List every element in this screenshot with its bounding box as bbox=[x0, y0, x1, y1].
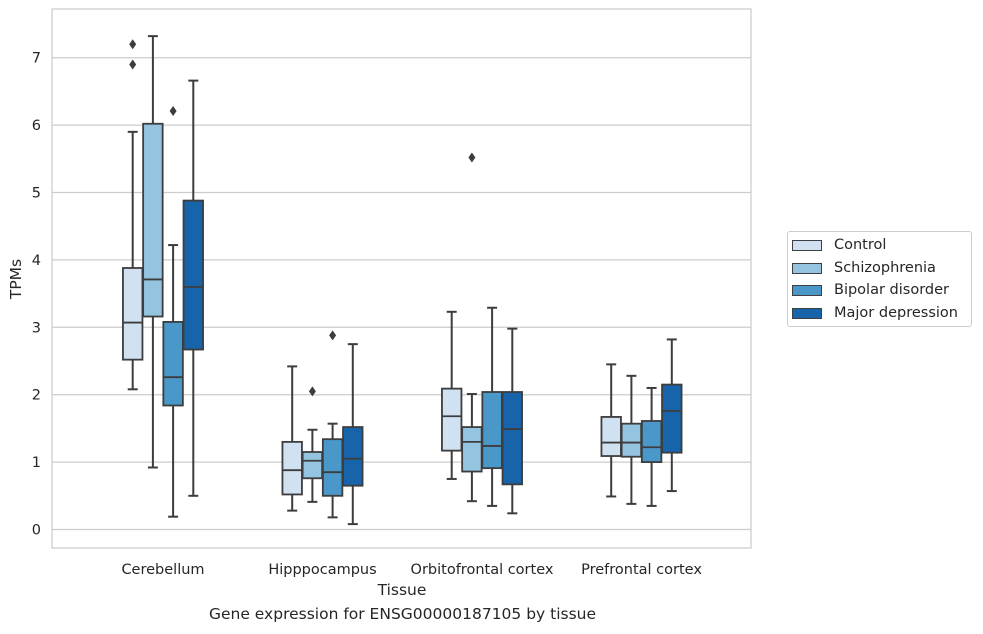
legend-label: Major depression bbox=[834, 305, 958, 321]
box-0-0 bbox=[122, 39, 144, 391]
legend-label: Control bbox=[834, 237, 887, 253]
legend-swatch-major-depression bbox=[792, 307, 822, 319]
legend-label: Schizophrenia bbox=[834, 260, 936, 276]
box-3-3 bbox=[661, 338, 683, 493]
box-groups bbox=[122, 35, 683, 526]
y-tick-label: 4 bbox=[32, 253, 41, 269]
outlier-marker bbox=[329, 330, 337, 341]
chart-caption: Gene expression for ENSG00000187105 by t… bbox=[208, 605, 597, 623]
box-iqr bbox=[461, 426, 483, 473]
legend-item-schizophrenia: Schizophrenia bbox=[792, 258, 936, 278]
y-tick-label: 0 bbox=[32, 523, 41, 539]
y-tick-labels: 0 1 2 3 4 5 6 7 bbox=[32, 51, 41, 539]
y-tick-label: 6 bbox=[32, 118, 41, 134]
box-iqr bbox=[600, 416, 622, 457]
box-iqr bbox=[162, 321, 184, 407]
box-iqr bbox=[122, 267, 144, 361]
x-axis-label: Tissue bbox=[377, 581, 427, 599]
box-iqr bbox=[661, 383, 683, 454]
box-iqr bbox=[640, 420, 663, 463]
x-tick-label: Prefrontal cortex bbox=[581, 562, 702, 578]
box-iqr bbox=[281, 440, 303, 496]
box-iqr bbox=[620, 422, 643, 458]
legend-swatch-bipolar-disorder bbox=[792, 284, 822, 296]
x-tick-labels: Cerebellum Hipppocampus Orbitofrontal cort… bbox=[121, 562, 702, 578]
box-3-2 bbox=[501, 327, 523, 515]
x-tick-label: Cerebellum bbox=[121, 562, 204, 578]
y-tick-label: 5 bbox=[32, 186, 41, 202]
outlier-marker bbox=[308, 386, 316, 397]
box-iqr bbox=[182, 199, 204, 351]
box-2-3 bbox=[640, 386, 663, 507]
outlier-marker bbox=[468, 152, 476, 163]
legend-label: Bipolar disorder bbox=[834, 282, 949, 298]
box-2-1 bbox=[321, 330, 344, 519]
box-1-0 bbox=[142, 35, 164, 469]
x-tick-label: Hipppocampus bbox=[268, 562, 376, 578]
plot-area-frame bbox=[51, 8, 752, 549]
plot-area-background bbox=[52, 9, 751, 548]
box-3-1 bbox=[342, 343, 364, 526]
outlier-marker bbox=[129, 59, 137, 70]
y-tick-label: 3 bbox=[32, 320, 41, 336]
legend: Control Schizophrenia Bipolar disorder M… bbox=[787, 231, 972, 327]
box-0-2 bbox=[441, 310, 463, 480]
legend-swatch-control bbox=[792, 239, 822, 251]
outlier-marker bbox=[169, 105, 177, 116]
y-tick-label: 2 bbox=[32, 388, 41, 404]
box-0-1 bbox=[281, 365, 303, 512]
box-iqr bbox=[301, 451, 324, 480]
y-tick-label: 7 bbox=[32, 51, 41, 67]
legend-swatch-schizophrenia bbox=[792, 262, 822, 274]
x-tick-label: Orbitofrontal cortex bbox=[411, 562, 554, 578]
box-iqr bbox=[441, 387, 463, 452]
box-3-0 bbox=[182, 79, 204, 497]
legend-item-bipolar-disorder: Bipolar disorder bbox=[792, 280, 949, 300]
box-iqr bbox=[342, 426, 364, 487]
box-iqr bbox=[481, 391, 503, 470]
legend-item-major-depression: Major depression bbox=[792, 303, 958, 323]
y-tick-label: 1 bbox=[32, 455, 41, 471]
box-2-0 bbox=[162, 105, 184, 518]
box-iqr bbox=[142, 122, 164, 318]
box-0-3 bbox=[600, 363, 622, 498]
box-1-2 bbox=[461, 152, 483, 503]
legend-item-control: Control bbox=[792, 235, 886, 255]
outlier-marker bbox=[129, 39, 137, 50]
y-axis-label: TPMs bbox=[7, 259, 25, 300]
box-iqr bbox=[321, 438, 344, 497]
box-iqr bbox=[501, 391, 523, 486]
